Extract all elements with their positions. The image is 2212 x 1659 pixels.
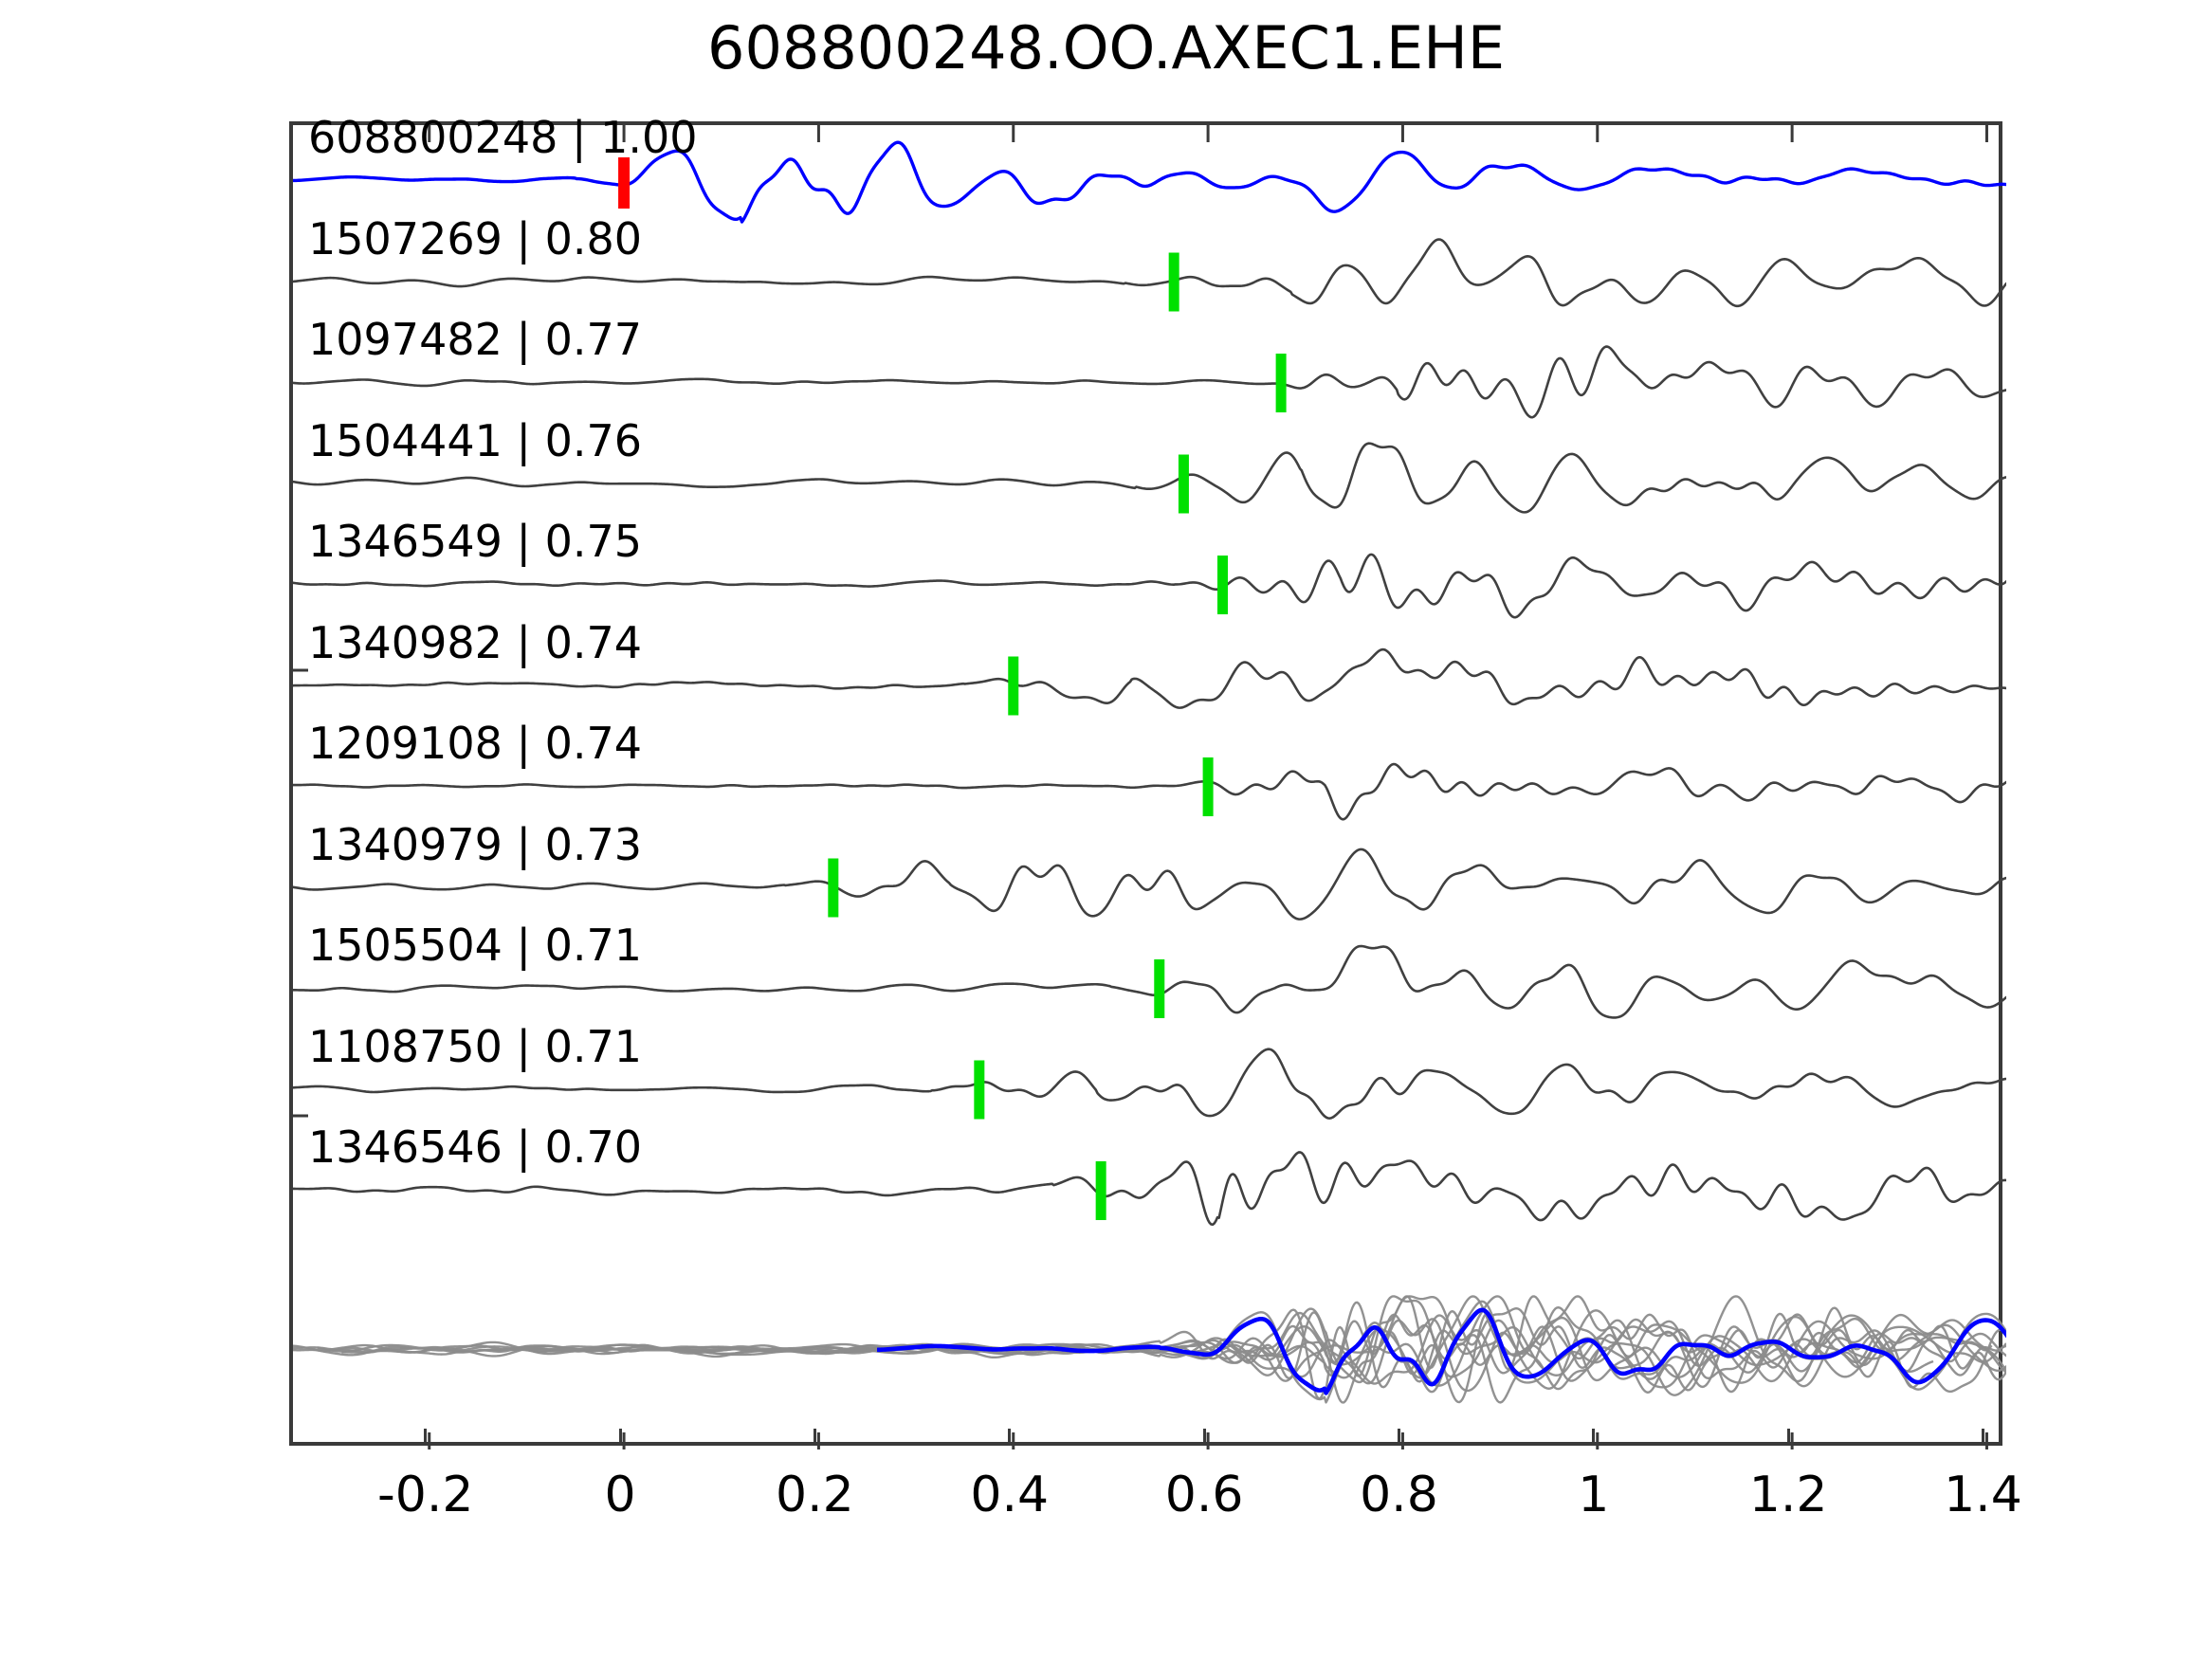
template-pick-marker xyxy=(618,157,631,209)
detection-pick-marker xyxy=(1275,354,1287,412)
detection-pick-marker xyxy=(974,1060,985,1120)
waveform-trace xyxy=(293,1048,2006,1120)
trace-label: 1097482 | 0.77 xyxy=(308,314,643,365)
trace-label: 1507269 | 0.80 xyxy=(308,212,643,264)
x-tick-label: 0 xyxy=(604,1467,636,1523)
trace-label: 1346549 | 0.75 xyxy=(308,516,643,567)
stack-panel xyxy=(293,1295,2006,1404)
trace-label: 1505504 | 0.71 xyxy=(308,920,643,971)
trace-row xyxy=(293,944,2006,1019)
x-tick-label: 1 xyxy=(1578,1467,1610,1523)
waveform-trace xyxy=(293,238,2006,308)
trace-row xyxy=(293,345,2006,419)
waveform-trace xyxy=(293,345,2006,419)
trace-label: 1340979 | 0.73 xyxy=(308,818,643,870)
x-tick-mark xyxy=(1786,1429,1790,1446)
trace-row xyxy=(293,140,2006,224)
detection-pick-marker xyxy=(1154,959,1165,1018)
page-title: 608800248.OO.AXEC1.EHE xyxy=(707,13,1505,82)
x-tick-label: 0.2 xyxy=(776,1467,854,1523)
waveform-trace xyxy=(293,647,2006,709)
waveform-trace xyxy=(293,944,2006,1019)
stack-trace xyxy=(399,1295,2006,1400)
trace-row xyxy=(293,553,2006,619)
trace-label: 1346546 | 0.70 xyxy=(308,1121,643,1173)
trace-label: 1209108 | 0.74 xyxy=(308,718,643,769)
detection-pick-marker xyxy=(1008,656,1019,716)
x-tick-mark xyxy=(1981,1429,1984,1446)
x-tick-mark xyxy=(1397,1429,1400,1446)
x-tick-mark xyxy=(1008,1429,1012,1446)
detection-pick-marker xyxy=(1168,252,1179,312)
waveform-trace xyxy=(293,140,2006,224)
trace-row xyxy=(293,647,2006,716)
plot-frame xyxy=(289,121,2006,1449)
trace-row xyxy=(293,238,2006,312)
x-tick-mark xyxy=(1202,1429,1206,1446)
waveform-trace xyxy=(293,762,2006,821)
trace-label: 1504441 | 0.76 xyxy=(308,414,643,466)
waveform-trace xyxy=(293,1151,2006,1226)
x-tick-mark xyxy=(1592,1429,1596,1446)
trace-label: 608800248 | 1.00 xyxy=(308,112,698,163)
detection-pick-marker xyxy=(1178,454,1189,514)
detection-pick-marker xyxy=(1095,1161,1106,1220)
stack-reference-trace xyxy=(876,1307,2006,1395)
detection-pick-marker xyxy=(1217,556,1228,614)
trace-label: 1340982 | 0.74 xyxy=(308,616,643,668)
detection-pick-marker xyxy=(1202,757,1214,816)
x-tick-mark xyxy=(813,1429,816,1446)
trace-row xyxy=(293,1048,2006,1120)
trace-row xyxy=(293,757,2006,821)
waveform-canvas xyxy=(293,125,2006,1449)
stack-trace xyxy=(521,1295,2006,1391)
trace-row xyxy=(293,442,2006,514)
waveform-trace xyxy=(293,848,2006,921)
x-tick-label: 1.4 xyxy=(1944,1467,2022,1523)
plot-area xyxy=(293,125,2006,1449)
detection-pick-marker xyxy=(828,858,839,918)
x-tick-label: -0.2 xyxy=(377,1467,474,1523)
trace-row xyxy=(293,1151,2006,1226)
x-tick-label: 1.2 xyxy=(1748,1467,1828,1523)
waveform-trace xyxy=(293,553,2006,619)
x-tick-label: 0.4 xyxy=(970,1467,1050,1523)
x-tick-label: 0.6 xyxy=(1164,1467,1244,1523)
waveform-trace xyxy=(293,442,2006,514)
x-tick-mark xyxy=(424,1429,428,1446)
x-tick-mark xyxy=(618,1429,622,1446)
trace-label: 1108750 | 0.71 xyxy=(308,1020,643,1072)
x-axis: -0.2 0 0.2 0.4 0.6 0.8 1 1.2 1.4 xyxy=(0,1429,2212,1559)
trace-row xyxy=(293,848,2006,921)
x-tick-label: 0.8 xyxy=(1360,1467,1438,1523)
